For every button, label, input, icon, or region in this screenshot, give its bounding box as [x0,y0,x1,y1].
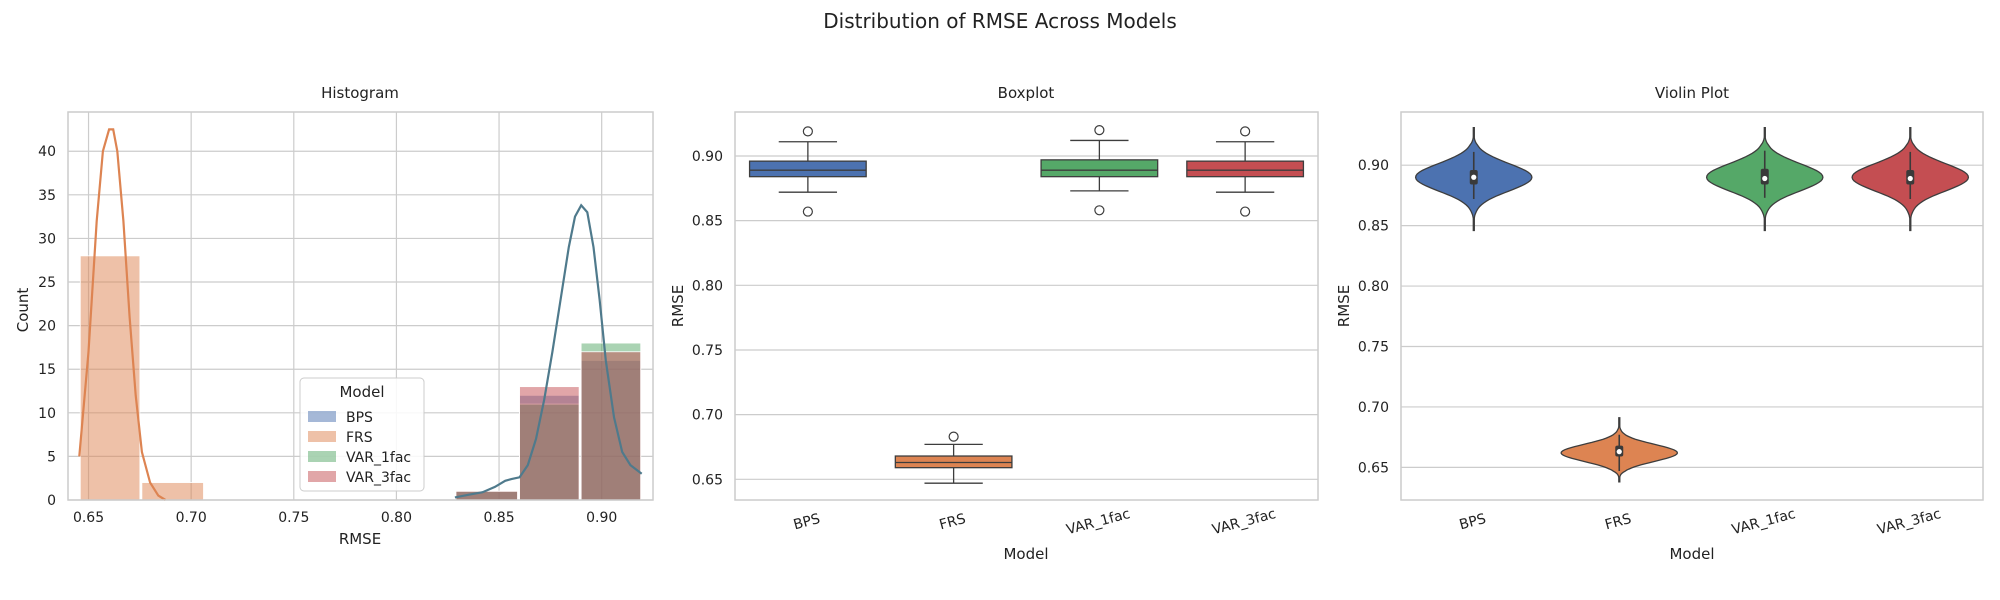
boxplot-x-tick-label: VAR_3fac [1211,506,1278,538]
violin-frame [1400,111,1984,501]
histogram-frame [67,111,654,501]
violin-y-tick-label: 0.90 [1358,158,1389,174]
violin-median [1762,175,1768,182]
boxplot-y-tick-label: 0.65 [692,472,723,488]
histogram-panel: Histogram RMSE Count 0.65 0.70 0.75 0.80 0.8… [14,84,654,548]
legend-title: Model [339,383,384,401]
boxplot-ylabel: RMSE [669,285,687,327]
violin-median [1471,174,1477,180]
histogram-kde-line-0 [78,128,167,501]
figure-title: Distribution of RMSE Across Models [823,9,1177,33]
box-outlier [1094,125,1105,136]
histogram-x-tick-label: 0.65 [73,510,104,526]
histogram-x-tick-label: 0.90 [586,510,617,526]
histogram-ylabel: Count [14,288,32,333]
violin-median [1907,175,1913,182]
violin-y-tick-label: 0.65 [1358,460,1389,476]
violin-ylabel: RMSE [1335,285,1353,327]
boxplot-x-tick-label: FRS [938,511,968,533]
violin-x-tick-label: VAR_3fac [1876,506,1943,538]
violin-title: Violin Plot [1655,84,1729,102]
violin-VAR_3fac [1851,127,1970,232]
histogram-y-tick-label: 0 [47,493,56,509]
histogram-bar-VAR_3fac [519,386,580,501]
violin-VAR_1fac [1705,127,1824,232]
legend-label-VAR_1fac: VAR_1fac [346,450,411,466]
boxplot-box-BPS [748,126,867,217]
boxplot-x-tick-label: VAR_1fac [1065,506,1132,538]
histogram-y-tick-label: 25 [38,275,56,291]
box-outlier [948,431,959,442]
boxplot-xlabel: Model [1003,545,1048,563]
histogram-bar-VAR_3fac [580,351,642,501]
box-outlier [802,206,813,217]
boxplot-y-tick-label: 0.75 [692,343,723,359]
box-body [1186,160,1305,178]
boxplot-box-VAR_1fac [1040,125,1159,216]
violin-panel: Violin Plot Model RMSE 0.65 0.70 0.75 0.80 0… [1335,84,1984,563]
legend-swatch-VAR_3fac [308,471,336,482]
legend-label-FRS: FRS [346,430,373,446]
boxplot-title: Boxplot [998,84,1055,102]
violin-y-tick-label: 0.80 [1358,279,1389,295]
histogram-xlabel: RMSE [339,530,381,548]
box-outlier [1240,126,1251,137]
legend-swatch-VAR_1fac [308,451,336,462]
legend-box [299,377,425,492]
boxplot-y-tick-label: 0.90 [692,149,723,165]
boxplot-x-tick-label: BPS [792,511,822,533]
histogram-y-tick-label: 15 [38,362,56,378]
boxplot-panel: Boxplot Model RMSE 0.65 0.70 0.75 0.80 0.85 0… [669,84,1319,563]
boxplot-y-tick-label: 0.80 [692,278,723,294]
histogram-bar-FRS [79,255,141,501]
boxplot-y-tick-label: 0.70 [692,408,723,424]
violin-FRS [1560,417,1679,483]
histogram-x-tick-label: 0.75 [278,510,309,526]
histogram-y-tick-label: 10 [38,406,56,422]
violin-BPS [1414,127,1533,232]
histogram-x-tick-label: 0.85 [483,510,514,526]
legend-label-VAR_3fac: VAR_3fac [346,470,411,486]
histogram-y-tick-label: 40 [38,144,56,160]
boxplot-box-FRS [894,431,1013,484]
boxplot-frame [734,111,1319,501]
boxplot-box-VAR_3fac [1186,126,1305,217]
histogram-legend: Model BPS FRS VAR_1fac VAR_3fac [299,377,425,492]
violin-y-tick-label: 0.75 [1358,339,1389,355]
histogram-y-tick-label: 35 [38,188,56,204]
box-outlier [802,126,813,137]
histogram-kde-line-1 [454,203,643,499]
box-body [748,160,867,178]
boxplot-y-tick-label: 0.85 [692,214,723,230]
violin-y-tick-label: 0.70 [1358,400,1389,416]
box-outlier [1094,205,1105,216]
box-outlier [1240,206,1251,217]
histogram-x-tick-label: 0.70 [176,510,207,526]
violin-x-tick-label: BPS [1458,511,1488,533]
histogram-x-tick-label: 0.80 [381,510,412,526]
histogram-y-tick-label: 30 [38,231,56,247]
histogram-y-tick-label: 5 [47,449,56,465]
box-body [1040,159,1159,178]
violin-xlabel: Model [1669,545,1714,563]
violin-median [1616,449,1622,455]
violin-x-tick-label: FRS [1603,511,1633,533]
violin-x-tick-label: VAR_1fac [1730,506,1797,538]
histogram-title: Histogram [321,84,399,102]
legend-swatch-BPS [308,411,336,422]
legend-label-BPS: BPS [346,410,373,426]
violin-y-tick-label: 0.85 [1358,219,1389,235]
histogram-y-tick-label: 20 [38,319,56,335]
legend-swatch-FRS [308,431,336,442]
